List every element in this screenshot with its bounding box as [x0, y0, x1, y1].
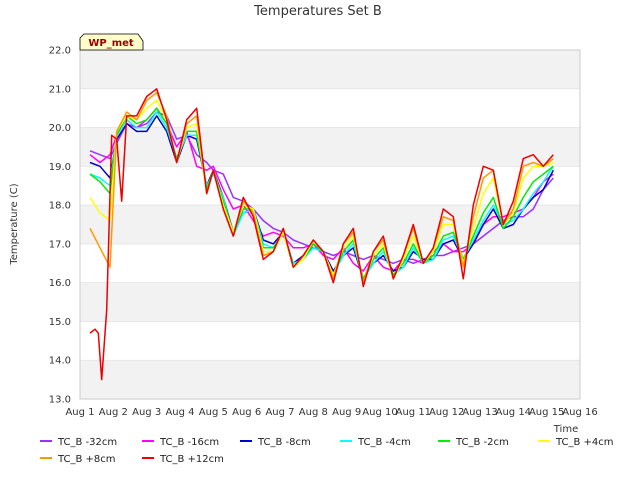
site-label-box: WP_met — [79, 33, 144, 51]
x-axis-label: Time — [553, 424, 578, 435]
x-tick-label: Aug 12 — [429, 407, 464, 418]
x-tick-label: Aug 11 — [396, 407, 431, 418]
y-tick-label: 16.0 — [49, 278, 71, 289]
x-tick-label: Aug 14 — [496, 407, 531, 418]
background-band — [80, 360, 580, 399]
legend-item: TC_B -4cm — [340, 436, 411, 450]
background-band — [80, 50, 580, 89]
series-line-tc-b-12cm — [89, 88, 554, 381]
legend-item: TC_B +8cm — [40, 453, 116, 467]
y-tick-label: 15.0 — [49, 317, 71, 328]
x-tick-label: Aug 1 — [65, 407, 94, 418]
x-tick-label: Aug 15 — [529, 407, 564, 418]
x-tick-label: Aug 2 — [99, 407, 128, 418]
legend-label: TC_B +8cm — [58, 454, 116, 465]
legend-label: TC_B -8cm — [258, 437, 311, 448]
legend-item: TC_B -2cm — [438, 436, 509, 450]
x-tick-label: Aug 8 — [299, 407, 328, 418]
legend-item: TC_B -8cm — [240, 436, 311, 450]
chart-title: Temperatures Set B — [253, 4, 382, 19]
legend-label: TC_B -16cm — [160, 437, 220, 448]
site-label-shape — [79, 33, 144, 51]
y-tick-label: 22.0 — [49, 46, 71, 57]
legend-label: TC_B +4cm — [556, 437, 614, 448]
legend-swatch — [142, 440, 154, 442]
x-tick-label: Aug 3 — [132, 407, 161, 418]
legend-label: TC_B -32cm — [58, 437, 118, 448]
background-band — [80, 321, 580, 361]
legend-label: TC_B -2cm — [456, 437, 509, 448]
legend-item: TC_B -32cm — [40, 436, 117, 450]
y-tick-label: 13.0 — [49, 395, 71, 406]
legend-label: TC_B +12cm — [160, 454, 224, 465]
x-tick-labels: Aug 1 Aug 2 Aug 3 Aug 4 Aug 5 Aug 6 Aug 7 Aug 8… — [65, 407, 597, 418]
y-tick-label: 14.0 — [49, 356, 71, 367]
y-tick-label: 19.0 — [49, 162, 71, 173]
legend-swatch — [340, 440, 352, 442]
y-tick-label: 21.0 — [49, 84, 71, 95]
site-label-text: WP_met — [88, 38, 134, 49]
legend-item: TC_B -16cm — [142, 436, 219, 450]
series-line-tc-b-2cm — [89, 107, 554, 280]
x-tick-label: Aug 4 — [165, 407, 194, 418]
y-tick-label: 18.0 — [49, 201, 71, 212]
legend-swatch — [538, 440, 550, 442]
background-band — [80, 282, 580, 322]
legend-swatch — [240, 440, 252, 442]
x-tick-label: Aug 16 — [562, 407, 597, 418]
x-tick-label: Aug 10 — [362, 407, 397, 418]
legend-swatch — [40, 440, 52, 442]
x-tick-label: Aug 13 — [462, 407, 497, 418]
plot-frame — [79, 49, 581, 400]
legend-swatch — [40, 457, 52, 459]
y-axis-label: Temperature (C) — [9, 183, 20, 265]
x-tick-label: Aug 7 — [265, 407, 294, 418]
legend-label: TC_B -4cm — [358, 437, 411, 448]
series-layer — [89, 88, 554, 381]
background-band — [80, 127, 580, 167]
y-tick-label: 20.0 — [49, 123, 71, 134]
background-band — [80, 166, 580, 206]
series-line-tc-b-4cm — [89, 111, 554, 280]
legend-item: TC_B +4cm — [538, 436, 614, 450]
legend-item: TC_B +12cm — [142, 453, 224, 467]
y-tick-label: 17.0 — [49, 239, 71, 250]
y-tick-labels: 13.0 14.0 15.0 16.0 17.0 18.0 19.0 20.0 21.0 22.0 — [49, 46, 71, 406]
x-tick-label: Aug 5 — [199, 407, 228, 418]
x-tick-label: Aug 9 — [332, 407, 361, 418]
legend-swatch — [438, 440, 450, 442]
legend-swatch — [142, 457, 154, 459]
x-tick-label: Aug 6 — [232, 407, 261, 418]
